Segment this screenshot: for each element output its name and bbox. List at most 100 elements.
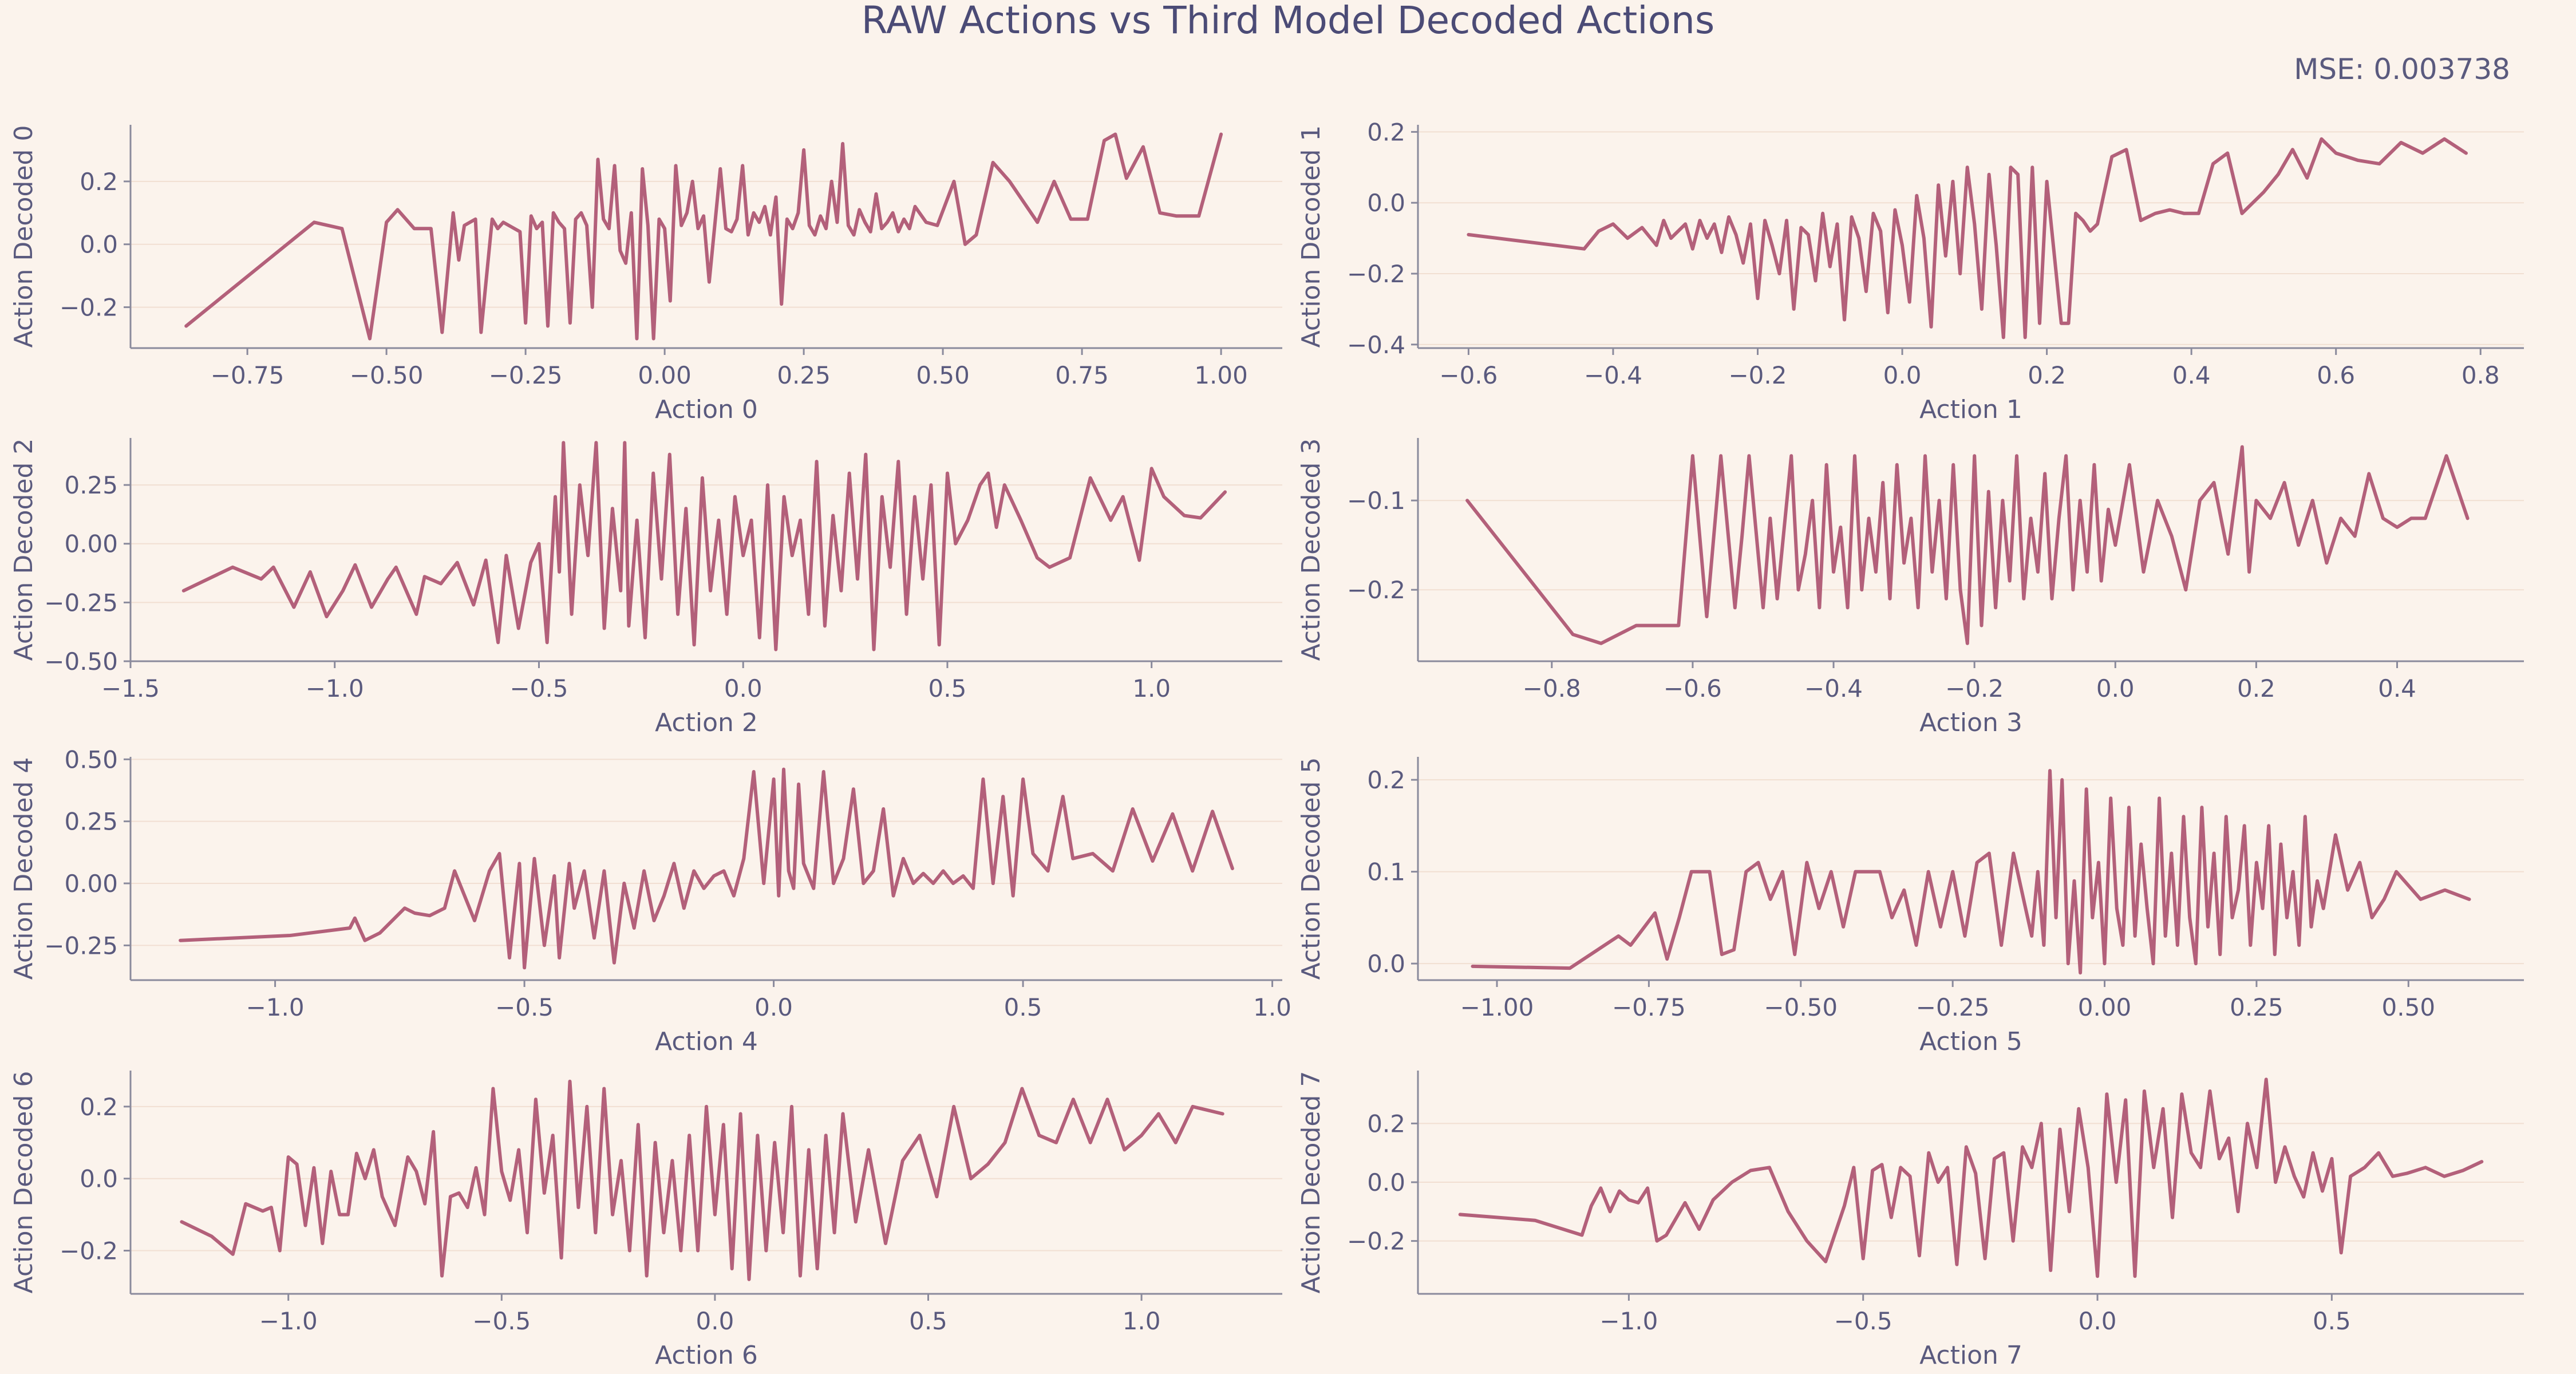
x-tick-label: 0.25	[777, 361, 831, 389]
y-axis-label: Action Decoded 1	[1297, 125, 1326, 348]
x-tick-label: 0.6	[2317, 361, 2355, 389]
x-tick-label: 0.0	[1883, 361, 1922, 389]
x-tick-label: −0.5	[472, 1307, 531, 1335]
x-tick-label: 0.8	[2462, 361, 2500, 389]
x-tick-label: −0.4	[1804, 674, 1863, 702]
y-tick-label: −0.2	[1347, 260, 1405, 288]
subplot-2: −1.5 −1.0 −0.5 0.0 0.5 1.0 −0.50 −0.25 0.00 0.25 A…	[9, 438, 1282, 737]
y-tick-label: 0.0	[80, 1165, 118, 1193]
x-tick-label: −0.4	[1584, 361, 1642, 389]
x-tick-label: 0.4	[2378, 674, 2416, 702]
x-axis-label: Action 6	[655, 1341, 758, 1370]
x-axis-label: Action 1	[1919, 395, 2022, 424]
x-tick-label: 0.2	[2237, 674, 2275, 702]
subplot-1: −0.6 −0.4 −0.2 0.0 0.2 0.4 0.6 0.8 −0.4 −0.2 0.0 0.…	[1297, 118, 2524, 424]
y-axis-label: Action Decoded 4	[9, 757, 38, 980]
x-tick-label: 0.2	[2028, 361, 2066, 389]
x-tick-label: 0.5	[1004, 993, 1042, 1021]
y-tick-label: 0.25	[64, 808, 118, 836]
x-tick-label: 0.0	[724, 674, 762, 702]
x-tick-label: 1.0	[1132, 674, 1171, 702]
y-tick-label: 0.2	[1367, 118, 1405, 146]
series-line	[1467, 137, 2468, 339]
x-tick-label: 0.25	[2230, 993, 2283, 1021]
series-line	[181, 441, 1227, 652]
x-axis-label: Action 0	[655, 395, 758, 424]
x-tick-label: 0.5	[909, 1307, 947, 1335]
x-tick-label: −0.75	[1612, 993, 1686, 1021]
y-axis-label: Action Decoded 6	[9, 1071, 38, 1294]
x-tick-label: 0.50	[2382, 993, 2436, 1021]
series-line	[1465, 445, 2470, 645]
x-tick-label: −0.75	[211, 361, 285, 389]
x-tick-label: −0.8	[1523, 674, 1581, 702]
x-tick-label: 0.75	[1055, 361, 1109, 389]
x-tick-label: 0.0	[2096, 674, 2135, 702]
y-tick-label: 0.2	[1367, 1110, 1405, 1138]
y-tick-label: 0.2	[80, 168, 118, 196]
y-axis-label: Action Decoded 7	[1297, 1071, 1326, 1294]
y-tick-label: 0.0	[1367, 189, 1405, 217]
x-tick-label: 0.0	[754, 993, 793, 1021]
x-tick-label: 0.5	[929, 674, 967, 702]
x-tick-label: −0.25	[1916, 993, 1990, 1021]
figure-title: RAW Actions vs Third Model Decoded Actio…	[862, 0, 1714, 42]
x-axis-label: Action 4	[655, 1027, 758, 1056]
x-axis-label: Action 2	[655, 708, 758, 737]
y-tick-label: 0.50	[64, 745, 118, 773]
y-tick-label: −0.50	[44, 647, 118, 676]
series-line	[1471, 769, 2471, 975]
x-axis-label: Action 7	[1919, 1341, 2022, 1370]
x-tick-label: −1.0	[246, 993, 305, 1021]
subplots: −0.75 −0.50 −0.25 0.00 0.25 0.50 0.75 1.00 −0.2 0…	[9, 118, 2524, 1370]
series-line	[1458, 1077, 2484, 1278]
x-tick-label: −0.25	[489, 361, 563, 389]
subplot-7: −1.0 −0.5 0.0 0.5 −0.2 0.0 0.2 Action 7 Action D…	[1297, 1071, 2524, 1370]
y-tick-label: 0.2	[80, 1093, 118, 1121]
x-tick-label: 0.50	[916, 361, 970, 389]
y-tick-label: 0.1	[1367, 858, 1405, 886]
x-tick-label: 0.00	[2078, 993, 2132, 1021]
x-tick-label: 1.00	[1194, 361, 1248, 389]
y-tick-label: −0.4	[1347, 331, 1405, 359]
y-tick-label: 0.2	[1367, 766, 1405, 794]
y-tick-label: −0.1	[1347, 487, 1405, 515]
x-tick-label: 1.0	[1253, 993, 1291, 1021]
x-tick-label: −1.0	[306, 674, 364, 702]
x-tick-label: −0.50	[1764, 993, 1838, 1021]
subplot-6: −1.0 −0.5 0.0 0.5 1.0 −0.2 0.0 0.2 Action 6 Actio…	[9, 1071, 1282, 1370]
x-tick-label: −1.00	[1460, 993, 1534, 1021]
x-tick-label: −1.5	[101, 674, 160, 702]
y-axis-label: Action Decoded 2	[9, 439, 38, 661]
y-tick-label: 0.0	[1367, 950, 1405, 978]
series-line	[179, 767, 1234, 970]
series-line	[184, 132, 1223, 341]
x-tick-label: 1.0	[1123, 1307, 1161, 1335]
y-tick-label: −0.2	[1347, 1227, 1405, 1255]
x-tick-label: −0.50	[350, 361, 424, 389]
x-tick-label: −0.5	[495, 993, 554, 1021]
y-tick-label: 0.00	[64, 870, 118, 898]
x-axis-label: Action 5	[1919, 1027, 2022, 1056]
y-tick-label: 0.00	[64, 530, 118, 558]
x-tick-label: 0.00	[638, 361, 692, 389]
y-tick-label: 0.0	[1367, 1168, 1405, 1197]
subplot-5: −1.00 −0.75 −0.50 −0.25 0.00 0.25 0.50 0.0 0.1 0.…	[1297, 757, 2524, 1056]
y-tick-label: 0.25	[64, 471, 118, 499]
y-tick-label: −0.2	[1347, 576, 1405, 604]
x-tick-label: −0.2	[1945, 674, 2004, 702]
x-tick-label: 0.0	[2079, 1307, 2117, 1335]
series-line	[180, 1079, 1224, 1281]
y-tick-label: 0.0	[80, 231, 118, 259]
x-tick-label: −0.5	[509, 674, 568, 702]
x-tick-label: 0.4	[2172, 361, 2211, 389]
mse-annotation: MSE: 0.003738	[2294, 53, 2510, 86]
y-axis-label: Action Decoded 3	[1297, 439, 1326, 661]
y-axis-label: Action Decoded 5	[1297, 757, 1326, 980]
subplot-3: −0.8 −0.6 −0.4 −0.2 0.0 0.2 0.4 −0.2 −0.1 Action …	[1297, 438, 2524, 737]
y-tick-label: −0.25	[44, 589, 118, 617]
x-tick-label: 0.5	[2313, 1307, 2351, 1335]
subplot-0: −0.75 −0.50 −0.25 0.00 0.25 0.50 0.75 1.00 −0.2 0…	[9, 125, 1282, 424]
y-tick-label: −0.2	[60, 294, 118, 322]
subplot-4: −1.0 −0.5 0.0 0.5 1.0 −0.25 0.00 0.25 0.50 Action…	[9, 745, 1291, 1056]
